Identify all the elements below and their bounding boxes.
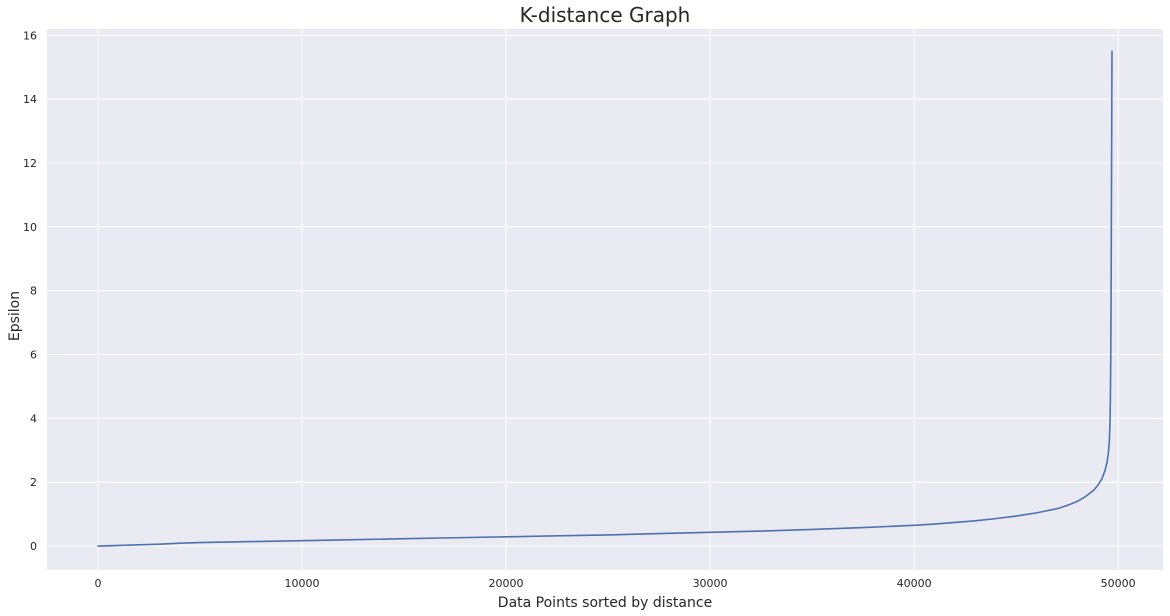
y-tick-label: 6 [30, 349, 37, 362]
x-tick-label: 20000 [489, 577, 524, 590]
series-line [97, 50, 1113, 547]
x-tick-label: 40000 [897, 577, 932, 590]
x-tick-label: 10000 [285, 577, 320, 590]
y-tick-label: 10 [23, 221, 37, 234]
plot-area: 0 10000 20000 30000 40000 50000 0 2 4 6 8 10 12 14 16 [23, 29, 1163, 590]
y-tick-label: 4 [30, 412, 37, 425]
y-tick-label: 16 [23, 29, 37, 42]
x-tick-label: 50000 [1101, 577, 1136, 590]
x-axis-title: Data Points sorted by distance [498, 595, 712, 611]
y-tick-label: 8 [30, 285, 37, 298]
chart-title: K-distance Graph [520, 3, 691, 27]
y-tick-label: 0 [30, 540, 37, 553]
x-tick-label: 0 [95, 577, 102, 590]
plot-background [47, 29, 1163, 570]
y-tick-label: 2 [30, 476, 37, 489]
x-tick-label: 30000 [693, 577, 728, 590]
y-tick-label: 12 [23, 157, 37, 170]
y-axis-title: Epsilon [7, 291, 23, 341]
y-tick-label: 14 [23, 93, 37, 106]
